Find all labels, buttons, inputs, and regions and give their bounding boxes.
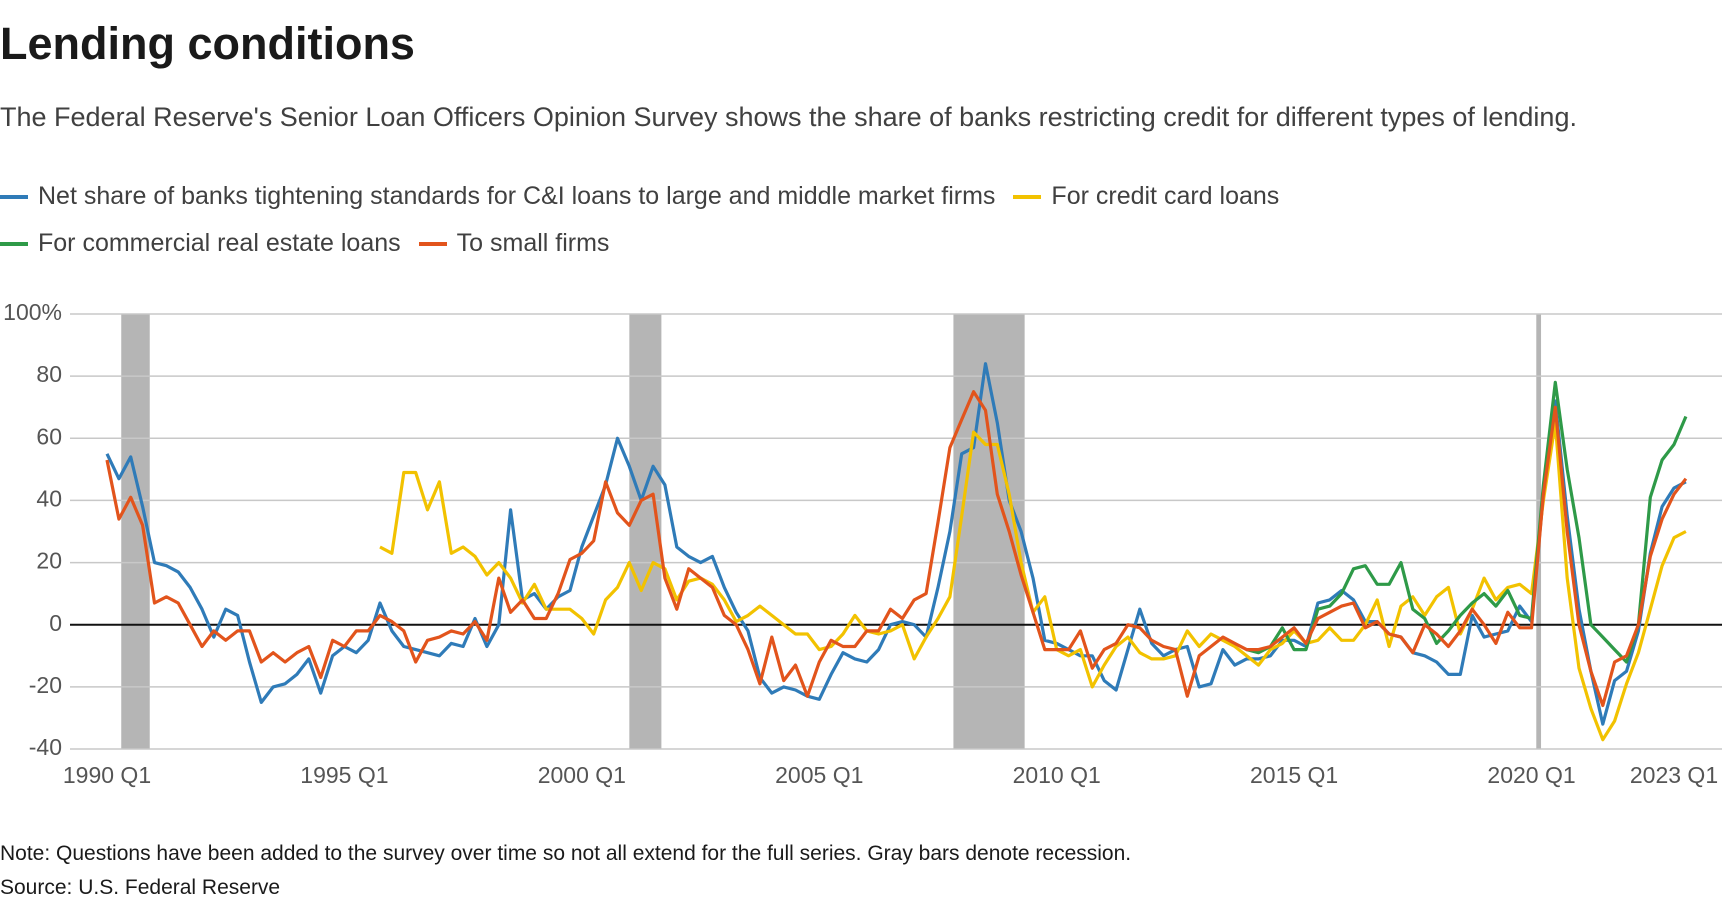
y-tick-label: 100%	[3, 299, 62, 325]
y-tick-label: 20	[36, 548, 62, 574]
chart-subtitle: The Federal Reserve's Senior Loan Office…	[0, 102, 1577, 132]
source: Source: U.S. Federal Reserve	[0, 876, 281, 899]
y-tick-label: -20	[29, 672, 62, 698]
legend-swatch	[0, 241, 28, 246]
legend-swatch	[1013, 194, 1042, 199]
legend-label: For credit card loans	[1051, 182, 1280, 210]
y-tick-label: -40	[29, 734, 62, 760]
y-tick-label: 40	[36, 486, 62, 512]
chart: -40 -20 0 20 40 60 80 100% 1990 Q1 1995 Q1 2000 Q1…	[3, 299, 1722, 788]
legend-label: Net share of banks tightening standards …	[38, 182, 996, 210]
series-line	[1246, 380, 1688, 664]
note: Note: Questions have been added to the s…	[0, 842, 1132, 865]
legend-item: For commercial real estate loans	[0, 229, 401, 258]
y-tick-label: 0	[49, 610, 62, 636]
legend-item: For credit card loans	[1013, 182, 1279, 211]
legend: Net share of banks tightening standards …	[0, 182, 1330, 258]
legend-item: Net share of banks tightening standards …	[0, 182, 995, 211]
legend-label: For commercial real estate loans	[38, 229, 401, 257]
recession-bar	[629, 314, 662, 749]
series-line	[105, 362, 1687, 726]
x-tick-label: 2000 Q1	[538, 762, 626, 788]
x-tick-label: 2005 Q1	[775, 762, 863, 788]
chart-title: Lending conditions	[0, 18, 415, 69]
recession-bar	[121, 314, 150, 749]
x-tick-label: 2020 Q1	[1487, 762, 1575, 788]
y-tick-label: 60	[36, 423, 62, 449]
series-line	[105, 390, 1688, 708]
x-tick-label: 2023 Q1	[1630, 762, 1718, 788]
x-tick-label: 2010 Q1	[1013, 762, 1101, 788]
x-tick-label: 1995 Q1	[300, 762, 388, 788]
legend-label: To small firms	[456, 229, 610, 257]
legend-swatch	[418, 241, 447, 246]
x-tick-label: 1990 Q1	[63, 762, 151, 788]
x-tick-label: 2015 Q1	[1250, 762, 1338, 788]
legend-item: To small firms	[418, 229, 610, 258]
y-tick-label: 80	[36, 361, 62, 387]
legend-swatch	[0, 194, 28, 199]
